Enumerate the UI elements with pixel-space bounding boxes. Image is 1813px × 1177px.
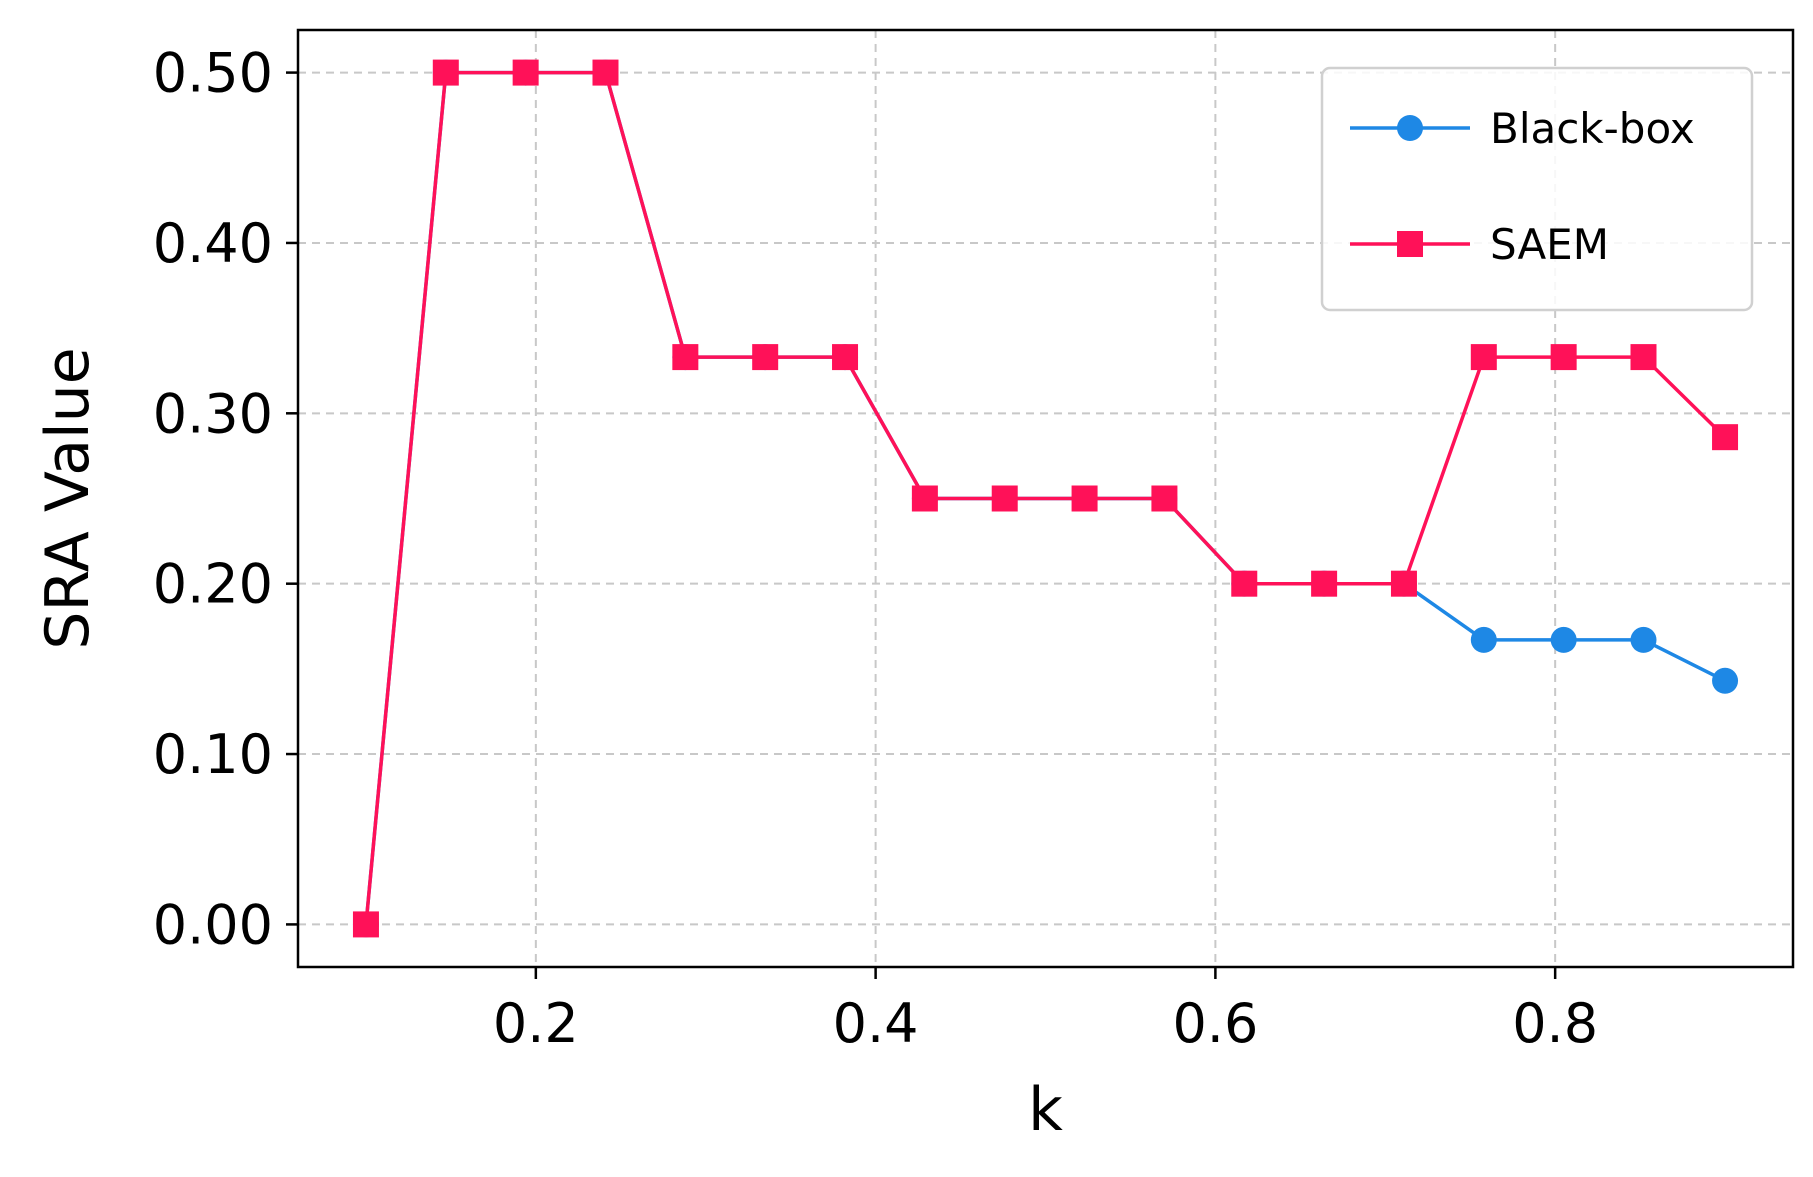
y-tick-label: 0.30: [153, 382, 273, 445]
series-layer: [352, 59, 1739, 938]
data-point: [832, 344, 859, 371]
data-point: [1470, 626, 1497, 653]
data-point: [592, 59, 619, 86]
y-tick-label: 0.40: [153, 212, 273, 275]
data-point: [1390, 570, 1417, 597]
x-tick-label: 0.2: [493, 992, 579, 1055]
data-point: [991, 485, 1018, 512]
series-saem: [352, 59, 1739, 938]
data-point: [432, 59, 459, 86]
data-point: [1630, 626, 1657, 653]
plot-frame: [296, 28, 1795, 969]
legend: Black-box SAEM: [1320, 66, 1754, 312]
data-point: [672, 344, 699, 371]
data-point: [1712, 424, 1739, 451]
data-point: [752, 344, 779, 371]
x-tick-label: 0.8: [1512, 992, 1598, 1055]
data-point: [911, 485, 938, 512]
y-axis-title: SRA Value: [33, 347, 103, 649]
data-point: [1071, 485, 1098, 512]
legend-label: SAEM: [1490, 220, 1609, 269]
x-axis-title: k: [1028, 1075, 1063, 1145]
x-tick-label: 0.4: [833, 992, 919, 1055]
x-tick-label: 0.6: [1172, 992, 1258, 1055]
series-line: [364, 70, 1727, 925]
y-tick-label: 0.20: [153, 553, 273, 616]
data-point: [512, 59, 539, 86]
data-point: [1550, 344, 1577, 371]
data-point: [1550, 626, 1577, 653]
data-point: [1712, 667, 1739, 694]
legend-marker: [1397, 115, 1423, 141]
data-point: [1470, 344, 1497, 371]
legend-label: Black-box: [1490, 104, 1695, 153]
data-point: [1630, 344, 1657, 371]
data-point: [1151, 485, 1178, 512]
y-tick-label: 0.00: [153, 893, 273, 956]
legend-marker: [1397, 231, 1423, 257]
data-point: [1311, 570, 1338, 597]
y-tick-label: 0.50: [153, 42, 273, 105]
data-point: [1231, 570, 1258, 597]
axis-ticks: 0.2 0.4 0.6 0.8 0.00 0.10 0.20 0.30 0.40 0.50: [153, 42, 1598, 1055]
legend-item: Black-box: [1350, 104, 1695, 153]
data-point: [352, 911, 379, 938]
y-tick-label: 0.10: [153, 723, 273, 786]
legend-item: SAEM: [1350, 220, 1609, 269]
